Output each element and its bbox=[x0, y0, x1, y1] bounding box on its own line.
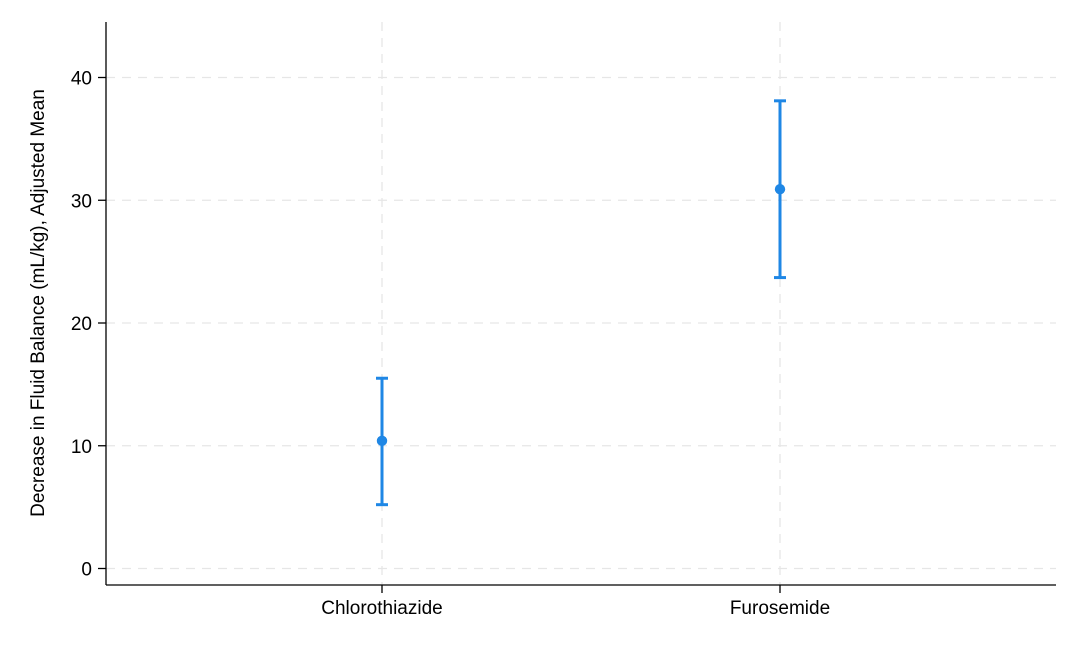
x-tick-label: Chlorothiazide bbox=[321, 598, 442, 619]
y-tick-label: 10 bbox=[71, 437, 92, 458]
ticks: 0 10 20 30 40 Chlorothiazide Furosemide bbox=[71, 69, 830, 620]
mean-point bbox=[376, 435, 388, 447]
marks bbox=[376, 99, 786, 507]
estimate-furosemide bbox=[774, 99, 786, 280]
y-tick-label: 20 bbox=[71, 314, 92, 335]
grid-layer bbox=[106, 22, 1056, 585]
axes bbox=[105, 22, 1056, 586]
y-tick-label: 40 bbox=[71, 69, 92, 90]
y-tick-label: 0 bbox=[81, 560, 92, 581]
y-axis-title: Decrease in Fluid Balance (mL/kg), Adjus… bbox=[28, 89, 49, 517]
y-tick-label: 30 bbox=[71, 191, 92, 212]
estimate-chlorothiazide bbox=[376, 376, 388, 507]
mean-point bbox=[774, 184, 786, 195]
x-tick-label: Furosemide bbox=[730, 598, 830, 619]
